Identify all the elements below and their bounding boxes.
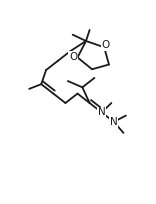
Text: O: O	[102, 40, 110, 50]
Text: O: O	[69, 52, 77, 62]
Text: N: N	[98, 108, 106, 118]
Text: N: N	[110, 117, 118, 127]
